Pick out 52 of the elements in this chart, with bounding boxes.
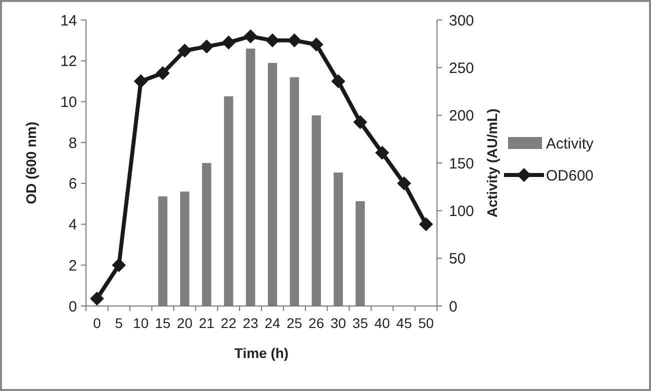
x-tick-label: 22 [220,315,237,331]
x-tick-label: 15 [154,315,171,331]
y2-tick-label: 0 [449,298,458,316]
point [375,146,390,160]
point [222,35,236,50]
point [265,33,280,48]
y-tick-label: 2 [68,257,77,274]
y-tick-label: 8 [68,134,77,152]
y-tick-label: 6 [68,176,77,193]
y-axis-title: OD (600 nm) [23,122,39,204]
x-tick-label: 50 [418,315,434,331]
legend-label: Activity [546,135,594,152]
point [244,29,258,44]
y2-tick-label: 200 [449,108,474,125]
point [112,258,126,272]
x-tick-label: 10 [133,315,149,331]
point [156,66,170,80]
x-tick-label: 45 [396,315,412,331]
x-tick-label: 0 [93,315,102,331]
x-tick-label: 20 [176,315,193,331]
x-axis-title: Time (h) [234,345,289,361]
y-tick-label: 12 [60,53,77,70]
point [397,176,412,190]
y2-tick-label: 50 [449,250,466,268]
x-tick-label: 40 [374,315,390,331]
x-tick-label: 26 [308,315,324,331]
x-tick-label: 25 [286,315,302,331]
point [353,115,368,130]
y2-tick-label: 300 [449,12,474,30]
y2-axis-title: Activity (AU/mL) [484,108,500,218]
x-tick-label: 35 [352,315,368,331]
x-tick-label: 24 [264,315,280,331]
point [287,33,302,48]
y2-tick-label: 150 [449,155,474,172]
y-tick-label: 0 [68,298,77,316]
y-tick-label: 14 [60,12,77,30]
point [90,292,104,306]
legend-label: OD600 [546,167,594,184]
point [178,44,192,58]
y2-tick-label: 250 [449,60,474,77]
point [331,74,346,88]
x-tick-label: 21 [198,315,215,331]
point [309,38,324,52]
y-tick-label: 4 [68,216,77,234]
x-tick-label: 5 [115,315,124,331]
x-tick-label: 23 [242,315,259,331]
y2-tick-label: 100 [449,202,474,220]
point [419,217,434,232]
y-tick-label: 10 [60,94,77,111]
x-tick-label: 30 [330,315,346,331]
point [200,40,214,54]
point [134,74,148,88]
